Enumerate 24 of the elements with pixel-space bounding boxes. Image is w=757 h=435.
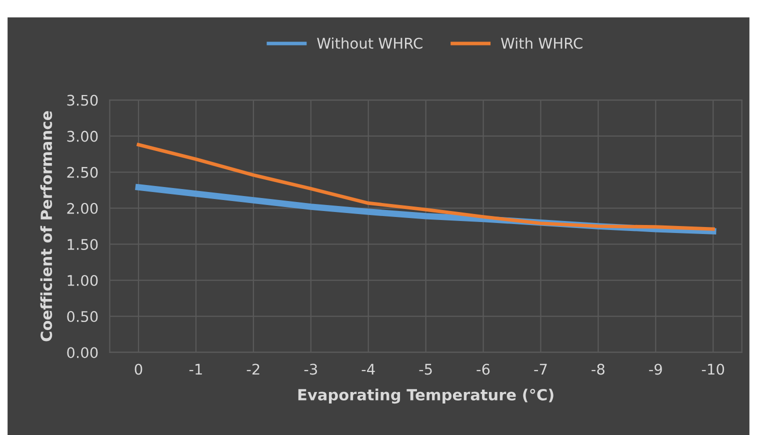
x-tick-label: -5 <box>419 364 432 375</box>
y-axis-title: Coefficient of Performance <box>40 111 52 342</box>
line-series <box>136 143 715 231</box>
y-tick-label: 0.50 <box>67 311 98 322</box>
x-axis-title: Evaporating Temperature (°C) <box>298 388 554 404</box>
x-tick-label: -8 <box>592 364 604 375</box>
y-tick-label: 3.50 <box>67 94 98 106</box>
x-tick-label: -6 <box>476 364 490 375</box>
y-tick-label: 2.00 <box>67 202 98 214</box>
y-tick-label: 1.50 <box>68 238 98 250</box>
x-tick-label: -3 <box>304 364 317 375</box>
x-tick-label: -1 <box>189 364 202 375</box>
x-tick-label: -7 <box>534 364 547 375</box>
y-tick-label: 3.00 <box>67 130 98 142</box>
x-tick-label: -4 <box>362 364 375 375</box>
x-tick-label: -10 <box>702 364 724 375</box>
y-tick-label: 0.00 <box>67 347 98 358</box>
y-tick-label: 2.50 <box>67 166 98 178</box>
x-tick-label: -2 <box>246 364 260 375</box>
x-tick-label: 0 <box>134 364 142 375</box>
y-tick-label: 1.00 <box>68 274 98 286</box>
legend-label: Without WHRC <box>317 37 422 49</box>
x-tick-label: -9 <box>649 364 662 375</box>
legend-label: With WHRC <box>500 37 582 49</box>
